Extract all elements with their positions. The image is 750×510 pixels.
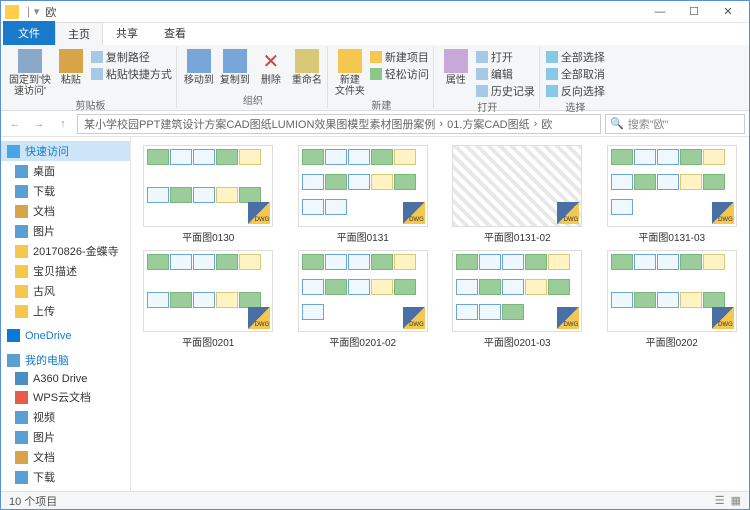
sidebar-quick-access[interactable]: 快速访问 (1, 141, 130, 161)
ribbon-group-clipboard: 固定到'快 速访问' 粘贴 复制路径 粘贴快捷方式 剪贴板 (5, 47, 177, 108)
dwg-badge-icon: DWG (712, 202, 734, 224)
tab-file[interactable]: 文件 (3, 21, 55, 45)
title-caret[interactable]: ▾ (34, 5, 40, 18)
ribbon-group-organize: 移动到 复制到 ✕删除 重命名 组织 (179, 47, 328, 108)
search-icon: 🔍 (610, 117, 624, 130)
item-count: 10 个项目 (9, 493, 57, 509)
forward-button[interactable]: → (29, 114, 49, 134)
sidebar-videos[interactable]: 视频 (1, 407, 130, 427)
ribbon-group-select: 全部选择 全部取消 反向选择 选择 (542, 47, 609, 108)
rename-button[interactable]: 重命名 (291, 49, 323, 86)
sidebar-item-pictures[interactable]: 图片 (1, 221, 130, 241)
view-details-icon[interactable]: ☰ (715, 494, 725, 507)
breadcrumb[interactable]: 某小学校园PPT建筑设计方案CAD图纸LUMION效果图模型素材图册案例› 01… (77, 114, 601, 134)
sidebar-item-desktop[interactable]: 桌面 (1, 161, 130, 181)
file-item[interactable]: DWG 平面图0201 (135, 250, 282, 349)
title-sep: | (27, 6, 30, 18)
address-bar: ← → ↑ 某小学校园PPT建筑设计方案CAD图纸LUMION效果图模型素材图册… (1, 111, 749, 137)
sidebar-this-pc[interactable]: 我的电脑 (1, 350, 130, 370)
file-name: 平面图0201-02 (329, 334, 396, 349)
title-bar: | ▾ 欧 — ☐ ✕ (1, 1, 749, 23)
delete-button[interactable]: ✕删除 (255, 49, 287, 86)
ribbon-tabs: 文件 主页 共享 查看 (1, 23, 749, 45)
dwg-badge-icon: DWG (712, 307, 734, 329)
ribbon: 固定到'快 速访问' 粘贴 复制路径 粘贴快捷方式 剪贴板 移动到 复制到 ✕删… (1, 45, 749, 111)
folder-icon (5, 5, 19, 19)
file-item[interactable]: DWG 平面图0131-02 (444, 145, 591, 244)
sidebar: 快速访问 桌面 下载 文档 图片 20170826-金蝶寺 宝贝描述 古风 上传… (1, 137, 131, 493)
file-item[interactable]: DWG 平面图0131 (290, 145, 437, 244)
dwg-badge-icon: DWG (248, 202, 270, 224)
file-name: 平面图0131 (337, 229, 389, 244)
sidebar-onedrive[interactable]: OneDrive (1, 327, 130, 344)
copyto-button[interactable]: 复制到 (219, 49, 251, 86)
maximize-button[interactable]: ☐ (677, 1, 711, 23)
sidebar-item-downloads[interactable]: 下载 (1, 181, 130, 201)
sidebar-item-folder4[interactable]: 上传 (1, 301, 130, 321)
back-button[interactable]: ← (5, 114, 25, 134)
pin-button[interactable]: 固定到'快 速访问' (9, 49, 51, 97)
sidebar-item-folder3[interactable]: 古风 (1, 281, 130, 301)
ribbon-group-open: 属性 打开 编辑 历史记录 打开 (436, 47, 540, 108)
file-name: 平面图0131-03 (638, 229, 705, 244)
close-button[interactable]: ✕ (711, 1, 745, 23)
file-grid: DWG 平面图0130 DWG 平面图0131 DWG 平面图0131-02 DWG 平面图0… (131, 137, 749, 493)
file-item[interactable]: DWG 平面图0202 (599, 250, 746, 349)
properties-button[interactable]: 属性 (440, 49, 472, 86)
sidebar-pictures2[interactable]: 图片 (1, 427, 130, 447)
sidebar-downloads2[interactable]: 下载 (1, 467, 130, 487)
tab-home[interactable]: 主页 (55, 22, 103, 45)
dwg-badge-icon: DWG (248, 307, 270, 329)
search-input[interactable]: 🔍 搜索"欧" (605, 114, 745, 134)
sidebar-a360[interactable]: A360 Drive (1, 370, 130, 387)
sidebar-item-folder1[interactable]: 20170826-金蝶寺 (1, 241, 130, 261)
dwg-badge-icon: DWG (557, 202, 579, 224)
tab-view[interactable]: 查看 (151, 21, 199, 45)
paste-button[interactable]: 粘贴 (55, 49, 87, 86)
sidebar-wps[interactable]: WPS云文档 (1, 387, 130, 407)
file-name: 平面图0201 (182, 334, 234, 349)
file-name: 平面图0131-02 (484, 229, 551, 244)
window-title: 欧 (45, 4, 56, 20)
file-item[interactable]: DWG 平面图0201-02 (290, 250, 437, 349)
dwg-badge-icon: DWG (557, 307, 579, 329)
select-invert-button[interactable]: 反向选择 (546, 83, 605, 99)
dwg-badge-icon: DWG (403, 307, 425, 329)
status-bar: 10 个项目 ☰ ▦ (1, 491, 749, 509)
file-name: 平面图0201-03 (484, 334, 551, 349)
minimize-button[interactable]: — (643, 1, 677, 23)
edit-button[interactable]: 编辑 (476, 66, 535, 82)
select-all-button[interactable]: 全部选择 (546, 49, 605, 65)
file-name: 平面图0202 (646, 334, 698, 349)
select-none-button[interactable]: 全部取消 (546, 66, 605, 82)
history-button[interactable]: 历史记录 (476, 83, 535, 99)
file-name: 平面图0130 (182, 229, 234, 244)
file-item[interactable]: DWG 平面图0201-03 (444, 250, 591, 349)
paste-shortcut-button[interactable]: 粘贴快捷方式 (91, 66, 172, 82)
copy-path-button[interactable]: 复制路径 (91, 49, 172, 65)
view-thumbs-icon[interactable]: ▦ (731, 494, 741, 507)
up-button[interactable]: ↑ (53, 114, 73, 134)
sidebar-documents2[interactable]: 文档 (1, 447, 130, 467)
ribbon-group-new: 新建 文件夹 新建项目 轻松访问 新建 (330, 47, 434, 108)
dwg-badge-icon: DWG (403, 202, 425, 224)
open-button[interactable]: 打开 (476, 49, 535, 65)
file-item[interactable]: DWG 平面图0131-03 (599, 145, 746, 244)
tab-share[interactable]: 共享 (103, 21, 151, 45)
file-item[interactable]: DWG 平面图0130 (135, 145, 282, 244)
easy-access-button[interactable]: 轻松访问 (370, 66, 429, 82)
sidebar-item-folder2[interactable]: 宝贝描述 (1, 261, 130, 281)
new-item-button[interactable]: 新建项目 (370, 49, 429, 65)
sidebar-item-documents[interactable]: 文档 (1, 201, 130, 221)
moveto-button[interactable]: 移动到 (183, 49, 215, 86)
new-folder-button[interactable]: 新建 文件夹 (334, 49, 366, 97)
